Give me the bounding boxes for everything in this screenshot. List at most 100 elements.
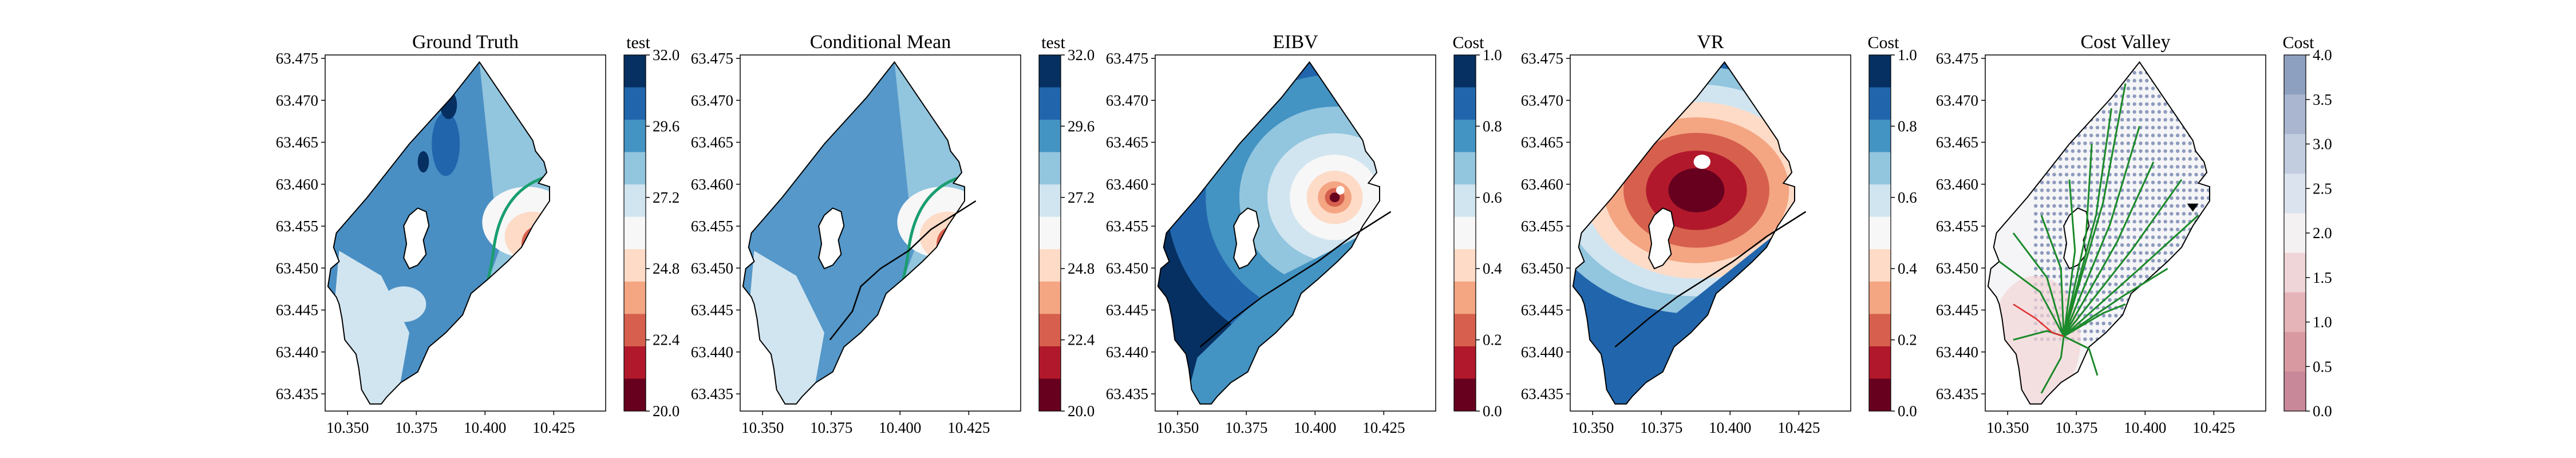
colorbar-tick-label: 0.8	[1898, 117, 1917, 135]
colorbar-segment	[2284, 213, 2306, 254]
candidate-point	[2095, 141, 2100, 145]
candidate-point	[2101, 180, 2105, 184]
candidate-point	[2194, 298, 2198, 302]
candidate-point	[2089, 337, 2093, 341]
y-tick-label: 63.440	[1106, 344, 1148, 361]
colorbar-tick-label: 0.4	[1898, 260, 1917, 277]
candidate-point	[2206, 165, 2210, 169]
candidate-point	[2194, 267, 2198, 271]
colorbar-segment	[2284, 55, 2306, 95]
candidate-point	[2052, 78, 2056, 82]
candidate-point	[2132, 329, 2136, 333]
y-tick-label: 63.455	[691, 218, 733, 235]
island	[818, 207, 845, 270]
candidate-point	[2145, 188, 2149, 192]
candidate-point	[2064, 212, 2069, 216]
candidate-point	[2170, 70, 2174, 75]
candidate-point	[2170, 274, 2174, 279]
darkest-patch	[417, 151, 429, 173]
colorbar-segment	[1039, 55, 1061, 88]
candidate-point	[2139, 118, 2143, 122]
colorbar-segment	[1869, 152, 1891, 185]
colorbar-tick-label: 32.0	[1068, 46, 1095, 64]
x-tick-label: 10.375	[2055, 419, 2097, 436]
candidate-point	[2114, 172, 2118, 177]
y-tick-label: 63.450	[1521, 259, 1563, 277]
y-tick-label: 63.470	[1936, 92, 1978, 109]
candidate-point	[2101, 337, 2105, 341]
candidate-point	[2175, 78, 2180, 82]
colorbar-segment	[1869, 249, 1891, 282]
x-tick-label: 10.400	[879, 419, 921, 436]
colorbar-tick-label: 20.0	[1068, 402, 1095, 420]
candidate-point	[2040, 227, 2044, 231]
candidate-point	[2206, 329, 2210, 333]
candidate-point	[2095, 78, 2100, 82]
candidate-point	[2163, 78, 2167, 82]
candidate-point	[2175, 298, 2180, 302]
colorbar-tick-label: 27.2	[653, 189, 679, 206]
candidate-point	[2059, 219, 2063, 224]
candidate-point	[2163, 251, 2167, 255]
candidate-point	[2163, 227, 2167, 231]
sampling-path	[829, 200, 977, 341]
candidate-point	[2052, 227, 2056, 231]
candidate-point	[2059, 235, 2063, 239]
candidate-point	[2200, 219, 2204, 224]
candidate-point	[2132, 94, 2136, 98]
candidate-point	[2139, 274, 2143, 279]
y-tick-label: 63.435	[276, 385, 318, 402]
y-tick-label: 63.445	[1936, 302, 1978, 319]
candidate-point	[2108, 188, 2112, 192]
colorbar-segment	[1454, 55, 1476, 88]
candidate-point	[2114, 165, 2118, 169]
colorbar-tick-label: 0.6	[1483, 189, 1502, 206]
candidate-point	[2188, 243, 2192, 247]
y-tick-label: 63.435	[1521, 385, 1563, 402]
colorbar-segment	[1039, 249, 1061, 282]
candidate-point	[2126, 110, 2131, 114]
pale-patch	[381, 286, 426, 322]
candidate-point	[2120, 118, 2124, 122]
candidate-point	[2126, 118, 2131, 122]
colorbar-label: Cost	[1452, 33, 1484, 52]
y-tick-label: 63.475	[276, 50, 318, 67]
colorbar-segment	[624, 55, 646, 88]
candidate-point	[2151, 282, 2155, 286]
candidate-point	[2139, 204, 2143, 208]
y-tick-label: 63.455	[1936, 218, 1978, 235]
colorbar-tick-label: 0.4	[1483, 260, 1502, 277]
candidate-point	[2163, 212, 2167, 216]
candidate-point	[2206, 157, 2210, 161]
candidate-point	[2052, 86, 2056, 90]
y-tick-label: 63.460	[1936, 176, 1978, 193]
dark-blue-patch	[432, 112, 460, 176]
candidate-point	[2194, 282, 2198, 286]
candidate-point	[2206, 78, 2210, 83]
candidate-point	[2194, 243, 2198, 247]
candidate-point	[2095, 102, 2100, 106]
candidate-point	[2139, 314, 2143, 318]
candidate-point	[2175, 149, 2180, 153]
candidate-point	[2132, 110, 2136, 114]
candidate-point	[2139, 133, 2143, 137]
candidate-point	[2145, 235, 2149, 239]
candidate-point	[2126, 282, 2131, 286]
candidate-point	[2145, 337, 2149, 341]
candidate-point	[2200, 321, 2204, 326]
candidate-point	[2046, 102, 2050, 106]
candidate-point	[2194, 251, 2198, 255]
candidate-point	[2120, 204, 2124, 208]
candidate-point	[2175, 219, 2180, 224]
colorbar-tick-label: 24.8	[653, 260, 679, 277]
colorbar-segment	[624, 314, 646, 347]
candidate-point	[2175, 329, 2180, 333]
candidate-point	[2126, 306, 2131, 310]
candidate-point	[2145, 165, 2149, 169]
candidate-point	[2188, 149, 2192, 153]
candidate-point	[2145, 290, 2149, 294]
candidate-point	[2170, 306, 2174, 310]
candidate-point	[2034, 196, 2038, 200]
candidate-point	[2132, 70, 2136, 75]
candidate-point	[2120, 298, 2124, 302]
